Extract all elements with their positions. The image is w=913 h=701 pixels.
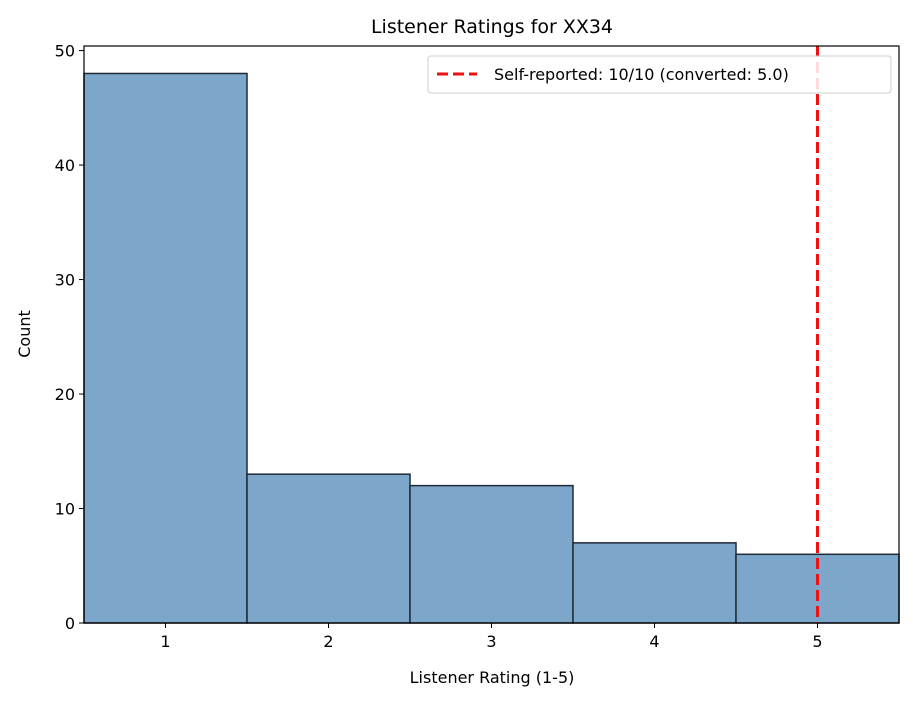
y-axis-ticks: 0 10 20 30 40 50 [55, 42, 84, 633]
y-tick-label: 0 [65, 614, 75, 633]
x-tick-label: 4 [649, 632, 659, 651]
bars-layer [83, 72, 900, 624]
y-tick-label: 10 [55, 500, 75, 519]
legend-label: Self-reported: 10/10 (converted: 5.0) [494, 65, 789, 84]
x-tick-label: 1 [160, 632, 170, 651]
y-axis-label: Count [15, 310, 34, 358]
chart-title: Listener Ratings for XX34 [371, 16, 613, 38]
bar-rating-2 [246, 473, 411, 624]
legend-box [427, 55, 892, 94]
y-tick-label: 40 [55, 156, 75, 175]
x-tick-label: 3 [486, 632, 496, 651]
y-tick-label: 20 [55, 385, 75, 404]
x-axis-label: Listener Rating (1-5) [410, 668, 575, 687]
y-tick-label: 30 [55, 271, 75, 290]
x-axis-ticks: 1 2 3 4 5 [160, 623, 823, 651]
x-tick-label: 5 [812, 632, 822, 651]
bar-rating-1 [83, 72, 248, 624]
bar-rating-3 [409, 484, 574, 624]
y-tick-label: 50 [55, 42, 75, 61]
legend: Self-reported: 10/10 (converted: 5.0) [427, 55, 892, 94]
x-tick-label: 2 [323, 632, 333, 651]
bar-rating-4 [572, 542, 737, 624]
